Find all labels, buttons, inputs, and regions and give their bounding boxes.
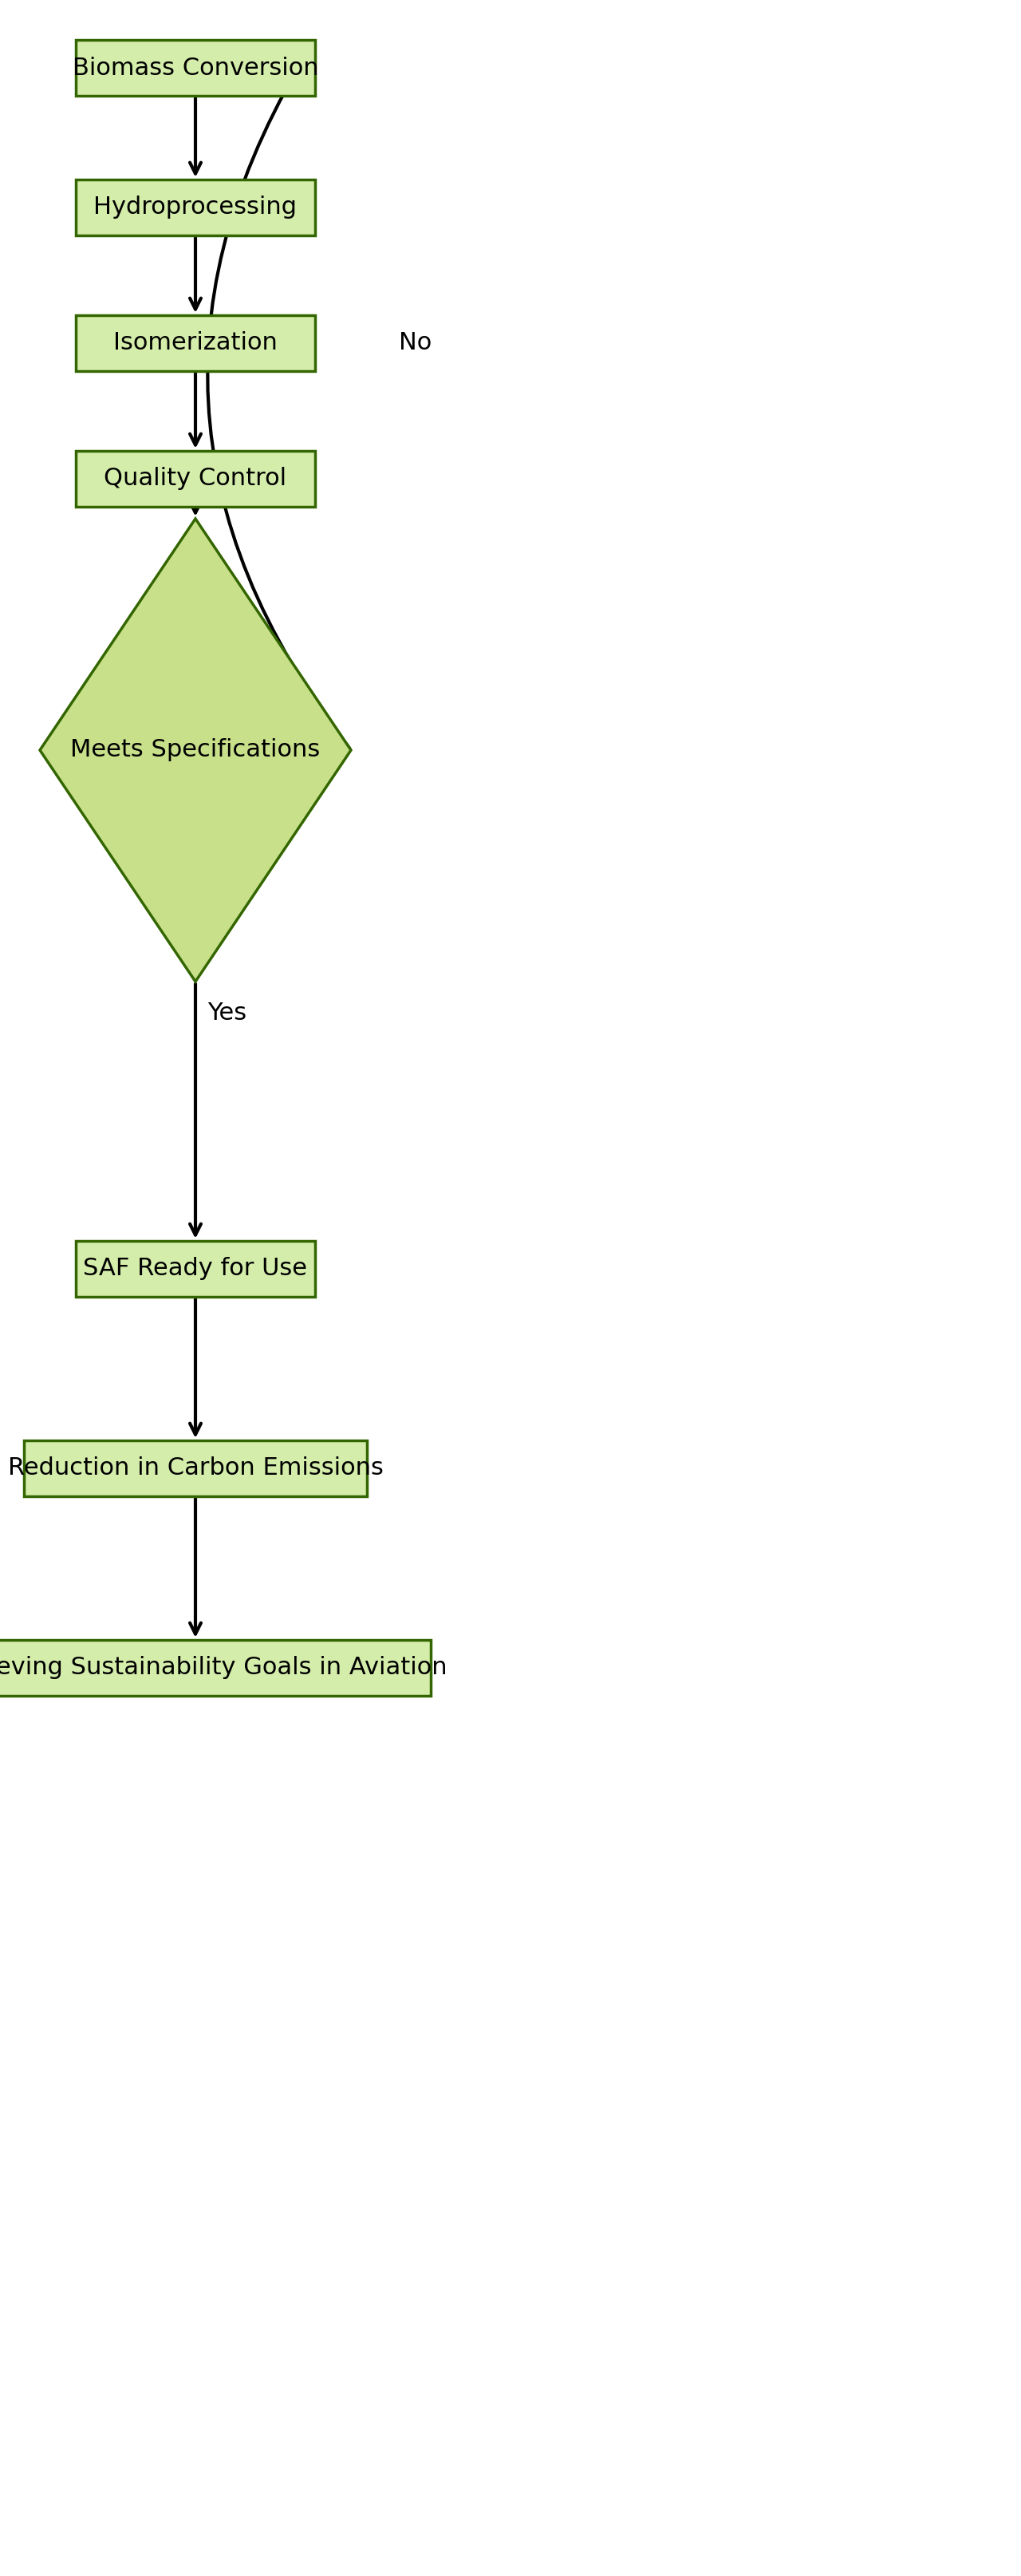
FancyBboxPatch shape xyxy=(0,1641,431,1695)
Text: SAF Ready for Use: SAF Ready for Use xyxy=(84,1257,307,1280)
Text: Yes: Yes xyxy=(207,1002,247,1025)
FancyBboxPatch shape xyxy=(76,1242,315,1296)
FancyBboxPatch shape xyxy=(76,39,315,95)
FancyBboxPatch shape xyxy=(76,180,315,234)
FancyBboxPatch shape xyxy=(23,1440,367,1497)
Text: No: No xyxy=(399,332,432,355)
Polygon shape xyxy=(40,518,351,981)
Text: Achieving Sustainability Goals in Aviation: Achieving Sustainability Goals in Aviati… xyxy=(0,1656,447,1680)
FancyArrowPatch shape xyxy=(207,44,349,750)
FancyBboxPatch shape xyxy=(76,451,315,507)
Text: Meets Specifications: Meets Specifications xyxy=(70,739,321,762)
FancyBboxPatch shape xyxy=(76,314,315,371)
Text: Quality Control: Quality Control xyxy=(104,466,287,489)
Text: Reduction in Carbon Emissions: Reduction in Carbon Emissions xyxy=(7,1458,383,1481)
Text: Isomerization: Isomerization xyxy=(113,332,278,355)
Text: Biomass Conversion: Biomass Conversion xyxy=(72,57,319,80)
Text: Hydroprocessing: Hydroprocessing xyxy=(94,196,297,219)
